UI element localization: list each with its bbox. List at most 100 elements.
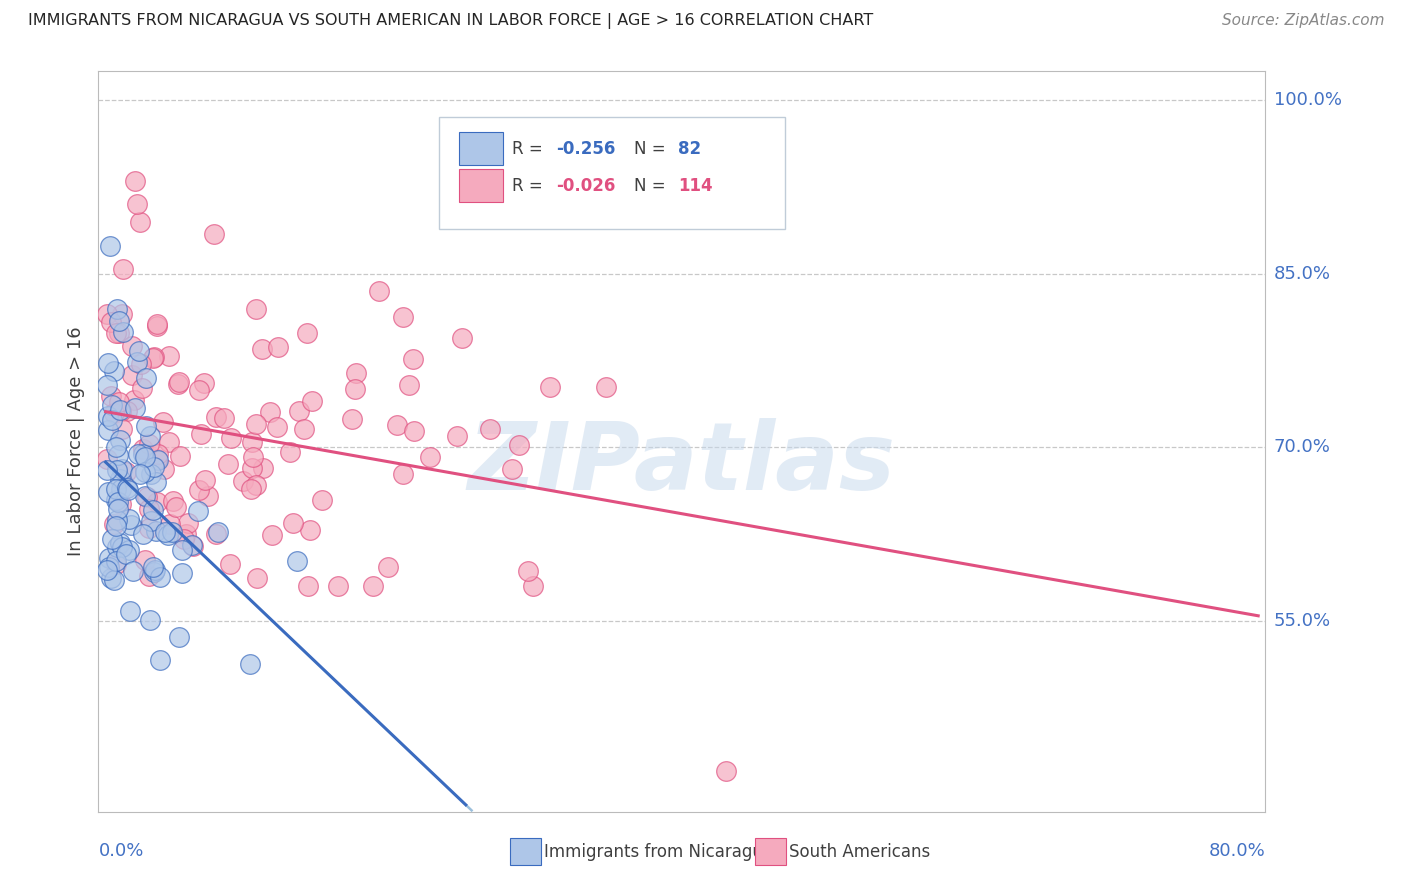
Point (110, 497, 132, 511)
Point (118, 543, 141, 558)
Point (105, 463, 128, 477)
Point (110, 404, 132, 418)
Point (181, 539, 204, 553)
Text: South Americans: South Americans (789, 843, 931, 861)
Point (142, 560, 165, 574)
Point (105, 483, 128, 497)
Point (281, 516, 304, 530)
Point (107, 495, 129, 509)
Point (143, 460, 166, 475)
Point (128, 343, 150, 358)
Point (107, 314, 129, 328)
Point (193, 376, 215, 391)
Point (134, 450, 156, 464)
Point (285, 554, 308, 568)
Point (98, 239, 121, 253)
Point (167, 376, 190, 391)
Point (104, 492, 127, 507)
Point (103, 364, 125, 378)
Point (162, 493, 184, 508)
Point (157, 435, 180, 450)
Point (361, 579, 384, 593)
Point (134, 553, 156, 567)
Point (167, 630, 190, 644)
Point (260, 527, 283, 541)
Point (146, 452, 169, 467)
Point (295, 326, 318, 341)
Point (207, 525, 229, 540)
Point (152, 462, 174, 476)
Point (160, 525, 183, 540)
Text: N =: N = (634, 140, 671, 158)
Point (139, 613, 162, 627)
Point (142, 350, 165, 364)
Text: R =: R = (512, 140, 547, 158)
Point (107, 502, 129, 516)
Point (100, 413, 122, 427)
Point (141, 467, 163, 482)
Point (105, 558, 128, 572)
Point (252, 342, 274, 356)
Point (174, 527, 197, 541)
Point (139, 514, 162, 528)
Point (187, 483, 209, 497)
Point (266, 419, 288, 434)
Point (170, 566, 193, 580)
Point (242, 450, 264, 465)
Text: 85.0%: 85.0% (1274, 265, 1330, 283)
Point (190, 426, 212, 441)
Point (117, 404, 139, 418)
Point (146, 319, 169, 334)
Point (97, 356, 120, 370)
Point (108, 433, 131, 447)
Point (104, 440, 127, 454)
Point (205, 409, 228, 424)
Point (214, 411, 236, 425)
Point (245, 417, 267, 431)
Point (131, 381, 153, 395)
Point (124, 401, 146, 415)
Point (107, 448, 129, 462)
Text: 114: 114 (679, 178, 713, 195)
Point (344, 367, 367, 381)
Point (204, 527, 226, 541)
Point (219, 557, 242, 571)
Point (121, 368, 143, 382)
Point (138, 521, 160, 535)
Point (115, 547, 138, 561)
Point (107, 326, 129, 341)
Point (714, 764, 737, 779)
Point (96, 452, 118, 467)
Point (143, 563, 166, 577)
Point (127, 447, 149, 461)
Point (96, 463, 118, 477)
Point (167, 375, 190, 389)
Point (202, 227, 225, 241)
Point (118, 512, 141, 526)
Point (343, 382, 366, 396)
Point (165, 500, 187, 514)
FancyBboxPatch shape (439, 117, 785, 229)
Point (297, 579, 319, 593)
Point (110, 483, 132, 497)
Point (108, 402, 131, 417)
Point (451, 331, 474, 345)
Point (96, 563, 118, 577)
FancyBboxPatch shape (755, 838, 786, 865)
Text: 70.0%: 70.0% (1274, 438, 1330, 457)
Point (135, 371, 157, 385)
Text: Immigrants from Nicaragua: Immigrants from Nicaragua (544, 843, 773, 861)
FancyBboxPatch shape (510, 838, 541, 865)
Text: R =: R = (512, 178, 547, 195)
Text: 0.0%: 0.0% (98, 842, 143, 860)
Point (114, 465, 136, 479)
Point (142, 351, 165, 365)
Point (387, 417, 409, 432)
Text: -0.026: -0.026 (555, 178, 616, 195)
Point (121, 339, 143, 353)
Point (142, 565, 165, 579)
Point (129, 467, 152, 481)
Point (121, 565, 143, 579)
Point (96, 377, 118, 392)
Point (419, 450, 441, 464)
